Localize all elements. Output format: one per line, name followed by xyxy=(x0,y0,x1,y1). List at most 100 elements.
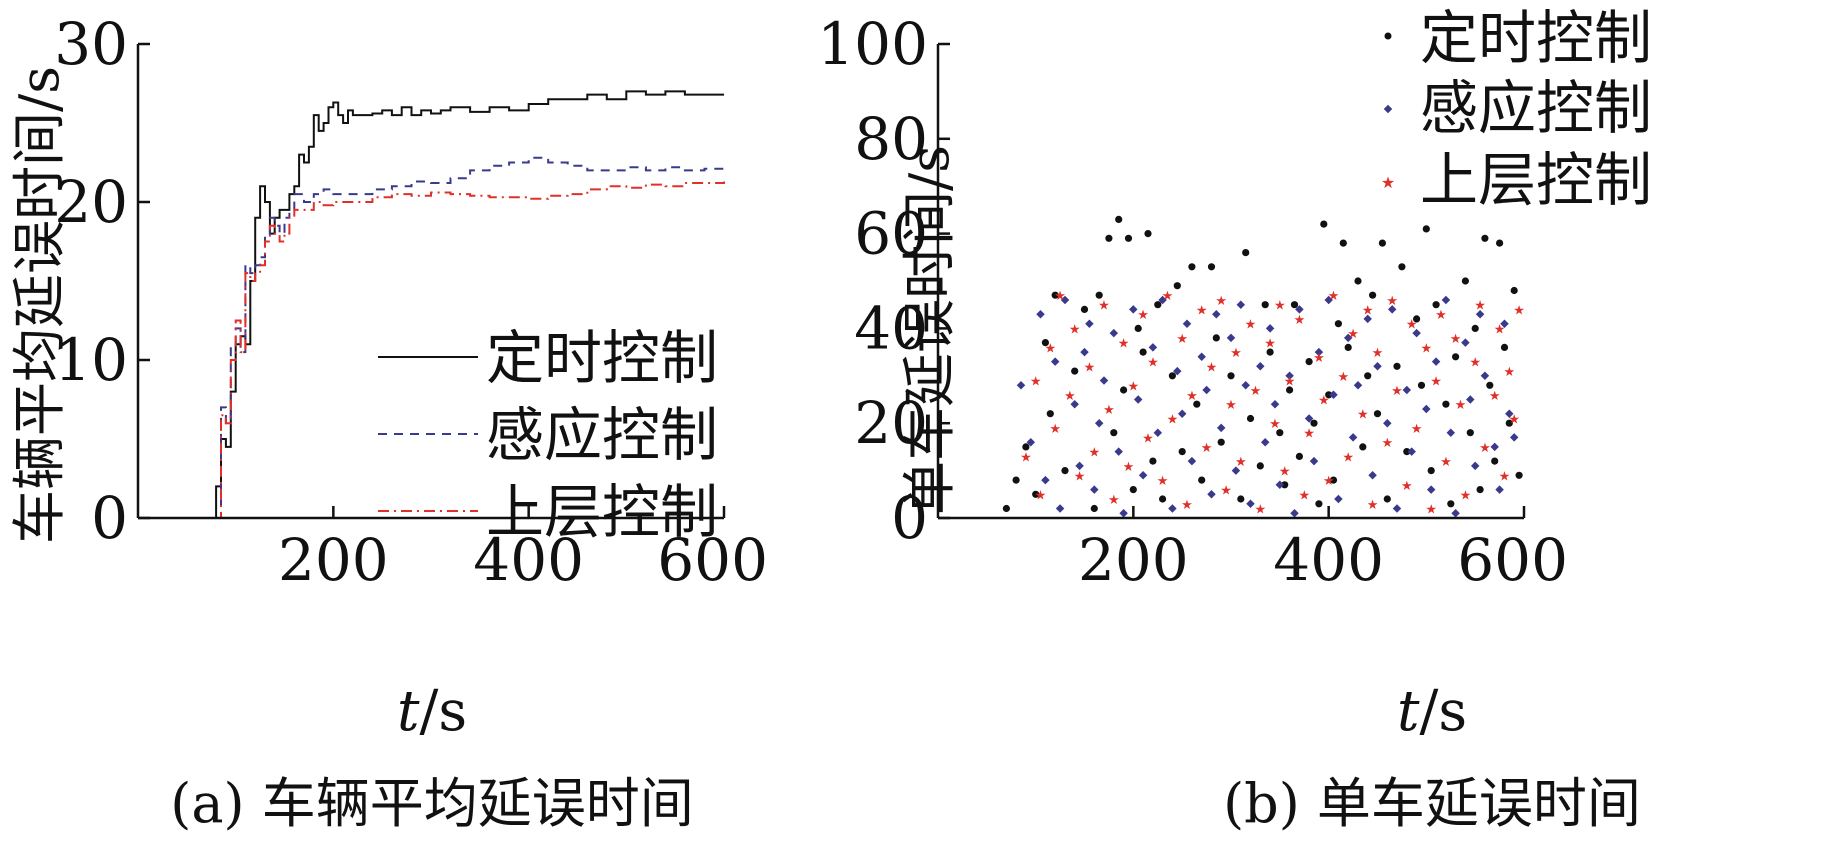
panel-a-y-tick-label: 10 xyxy=(54,326,128,394)
scatter-point-fixed-timing xyxy=(1447,500,1455,508)
panel-b-x-tick-label: 600 xyxy=(1457,526,1568,594)
scatter-point-upper-layer: ★ xyxy=(1337,370,1349,385)
scatter-point-fixed-timing xyxy=(1383,495,1391,503)
panel-a-series-group xyxy=(211,90,725,519)
scatter-point-fixed-timing xyxy=(1095,291,1103,299)
scatter-point-upper-layer: ★ xyxy=(1250,384,1262,399)
scatter-point-fixed-timing xyxy=(1496,239,1504,247)
panel-a-y-tick-label: 20 xyxy=(54,168,128,236)
scatter-point-actuated xyxy=(1275,480,1285,490)
panel-b-x-tick-label: 400 xyxy=(1273,526,1384,594)
scatter-point-fixed-timing xyxy=(1515,471,1523,479)
scatter-point-upper-layer: ★ xyxy=(1381,436,1393,451)
scatter-point-upper-layer: ★ xyxy=(1357,408,1369,423)
scatter-point-upper-layer: ★ xyxy=(1279,465,1291,480)
scatter-point-upper-layer: ★ xyxy=(1499,469,1511,484)
scatter-point-upper-layer: ★ xyxy=(1123,460,1135,475)
scatter-point-upper-layer: ★ xyxy=(1386,294,1398,309)
scatter-point-upper-layer: ★ xyxy=(1030,375,1042,390)
scatter-point-actuated xyxy=(1207,490,1216,499)
panel-b-single-vehicle-delay-chart: ★ ★ ★ ★ ★ ★ ★ ★ ★ ★ ★ ★ ★ ★ ★ ★ ★ ★ ★ ★ ★ ★ ★ ★ ★ ★ ★ ★ ★ ★ ★ ★ ★ ★ ★ ★ ★ ★ ★ ★… xyxy=(817,4,1652,835)
scatter-point-upper-layer: ★ xyxy=(1118,337,1130,352)
panel-a-axes xyxy=(136,42,726,520)
scatter-point-fixed-timing xyxy=(1071,367,1079,375)
scatter-point-upper-layer: ★ xyxy=(1103,403,1115,418)
scatter-point-actuated xyxy=(1090,485,1099,494)
scatter-point-actuated xyxy=(1309,456,1319,466)
panel-b-x-axis-symbol: t xyxy=(1397,679,1420,744)
panel-a-x-axis-symbol: t xyxy=(397,679,420,744)
scatter-point-fixed-timing xyxy=(1320,220,1328,228)
scatter-point-upper-layer: ★ xyxy=(1508,413,1520,428)
scatter-point-actuated xyxy=(1109,328,1119,338)
scatter-point-fixed-timing xyxy=(1432,301,1440,309)
scatter-point-fixed-timing xyxy=(1398,263,1406,271)
scatter-point-upper-layer: ★ xyxy=(1342,450,1354,465)
scatter-point-fixed-timing xyxy=(1080,305,1089,313)
scatter-point-upper-layer: ★ xyxy=(1425,503,1437,518)
scatter-point-fixed-timing xyxy=(1305,358,1313,366)
scatter-point-fixed-timing xyxy=(1422,225,1430,233)
scatter-point-fixed-timing xyxy=(1310,419,1318,427)
panel-b-legend: 定时控制 感应控制 ★ 上层控制 xyxy=(1381,4,1652,214)
scatter-point-fixed-timing xyxy=(1471,324,1479,332)
scatter-point-upper-layer: ★ xyxy=(1435,308,1447,323)
scatter-point-upper-layer: ★ xyxy=(1137,308,1149,323)
panel-b-x-axis-label: t/s xyxy=(1397,679,1467,744)
scatter-point-fixed-timing xyxy=(1061,467,1069,475)
scatter-point-actuated xyxy=(1285,371,1294,381)
scatter-point-fixed-timing xyxy=(1129,486,1137,494)
scatter-point-actuated xyxy=(1177,409,1187,418)
scatter-point-upper-layer: ★ xyxy=(1367,498,1379,513)
scatter-point-actuated xyxy=(1114,447,1123,456)
scatter-point-fixed-timing xyxy=(1354,277,1362,285)
scatter-point-upper-layer: ★ xyxy=(1474,299,1486,314)
scatter-point-fixed-timing xyxy=(1134,324,1142,332)
scatter-point-actuated xyxy=(1099,376,1109,385)
scatter-point-upper-layer: ★ xyxy=(1513,303,1525,318)
scatter-point-fixed-timing xyxy=(1481,234,1489,242)
scatter-point-actuated xyxy=(1138,471,1148,480)
scatter-point-fixed-timing xyxy=(1417,381,1426,389)
scatter-point-fixed-timing xyxy=(1022,443,1030,451)
scatter-point-actuated xyxy=(1500,319,1509,328)
scatter-point-fixed-timing xyxy=(1237,495,1245,503)
scatter-point-upper-layer: ★ xyxy=(1108,493,1120,508)
scatter-point-upper-layer: ★ xyxy=(1284,375,1296,390)
scatter-point-fixed-timing xyxy=(1168,372,1176,380)
scatter-point-fixed-timing xyxy=(1188,263,1196,271)
panel-b-x-tick-label: 200 xyxy=(1078,526,1189,594)
panel-b-y-tick-label: 0 xyxy=(891,484,928,552)
scatter-point-fixed-timing xyxy=(1154,301,1162,309)
scatter-point-upper-layer: ★ xyxy=(1430,375,1442,390)
legend-label-actuated: 感应控制 xyxy=(1420,74,1652,142)
scatter-point-actuated xyxy=(1148,343,1158,352)
scatter-point-fixed-timing xyxy=(1281,481,1289,489)
scatter-point-upper-layer: ★ xyxy=(1264,337,1276,352)
scatter-point-upper-layer: ★ xyxy=(1181,498,1193,513)
scatter-point-fixed-timing xyxy=(1491,457,1499,465)
scatter-point-actuated xyxy=(1016,381,1026,390)
scatter-point-upper-layer: ★ xyxy=(1245,318,1257,333)
scatter-point-upper-layer: ★ xyxy=(1054,289,1066,304)
scatter-point-fixed-timing xyxy=(1373,410,1382,418)
scatter-point-actuated xyxy=(1475,309,1485,319)
scatter-point-fixed-timing xyxy=(1339,239,1347,247)
panel-a-x-tick-label: 600 xyxy=(657,526,768,594)
scatter-point-fixed-timing xyxy=(1369,291,1377,299)
scatter-point-fixed-timing xyxy=(1256,462,1264,470)
scatter-point-actuated xyxy=(1182,319,1192,328)
panel-b-y-tick-label: 40 xyxy=(854,294,928,362)
panel-b-y-tick-label: 60 xyxy=(854,200,928,268)
scatter-point-upper-layer: ★ xyxy=(1401,479,1413,494)
scatter-point-upper-layer: ★ xyxy=(1489,389,1501,404)
scatter-point-actuated xyxy=(1495,485,1504,494)
scatter-point-upper-layer: ★ xyxy=(1186,389,1198,404)
scatter-point-upper-layer: ★ xyxy=(1469,356,1481,371)
scatter-point-actuated xyxy=(1075,461,1084,471)
scatter-point-fixed-timing xyxy=(1315,500,1323,508)
scatter-point-actuated xyxy=(1490,442,1499,452)
scatter-point-fixed-timing xyxy=(1012,476,1020,484)
scatter-point-fixed-timing xyxy=(1413,315,1421,323)
